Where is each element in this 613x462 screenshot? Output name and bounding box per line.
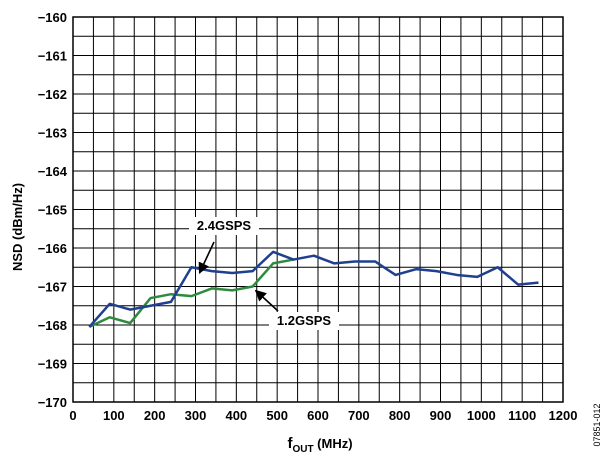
y-tick-label: −165 [38, 203, 67, 218]
plot-frame [72, 16, 564, 403]
y-tick-label: −161 [38, 49, 67, 64]
y-tick-label: −170 [38, 395, 67, 410]
x-tick-labels: 0 100 200 300 400 500 600 700 800 900 1000 1100 1200 [69, 408, 577, 423]
y-tick-labels: −160 −161 −162 −163 −164 −165 −166 −167 −168 −169… [38, 10, 68, 410]
x-tick-label: 700 [348, 408, 370, 423]
annotation-label: 1.2GSPS [277, 313, 332, 328]
y-tick-label: −163 [38, 126, 67, 141]
annotations: 2.4GSPS 1.2GSPS [189, 217, 339, 330]
x-tick-label: 600 [307, 408, 329, 423]
y-tick-label: −168 [38, 318, 67, 333]
x-tick-label: 0 [69, 408, 76, 423]
x-tick-label: 200 [144, 408, 166, 423]
series-lines [88, 250, 539, 329]
x-tick-label: 900 [430, 408, 452, 423]
x-tick-label: 400 [225, 408, 247, 423]
x-tick-label: 800 [389, 408, 411, 423]
x-tick-label: 1000 [467, 408, 496, 423]
x-axis-label-unit: (MHz) [314, 436, 353, 451]
x-tick-label: 100 [103, 408, 125, 423]
y-tick-label: −169 [38, 357, 67, 372]
y-tick-label: −162 [38, 87, 67, 102]
x-tick-label: 1200 [549, 408, 578, 423]
y-axis-label: NSD (dBm/Hz) [10, 183, 25, 271]
series-line-1.2gsps [88, 258, 294, 329]
x-tick-label: 500 [266, 408, 288, 423]
figure-id: 07851-012 [592, 403, 602, 446]
annotation-bg [189, 217, 259, 235]
x-tick-label: 300 [185, 408, 207, 423]
x-axis-label: fOUT (MHz) [287, 435, 352, 455]
annotation-arrow [198, 241, 215, 275]
y-tick-label: −167 [38, 280, 67, 295]
x-axis-label-sub: OUT [292, 444, 313, 455]
y-tick-label: −166 [38, 241, 67, 256]
annotation-label: 2.4GSPS [197, 218, 252, 233]
y-tick-label: −164 [38, 164, 68, 179]
series-line-2.4gsps [88, 250, 539, 328]
y-tick-label: −160 [38, 10, 67, 25]
x-tick-label: 1100 [508, 408, 536, 423]
annotation-bg [269, 312, 339, 330]
annotation-arrow [254, 289, 279, 312]
x-axis-label-main: f [287, 435, 293, 452]
grid [73, 17, 563, 402]
